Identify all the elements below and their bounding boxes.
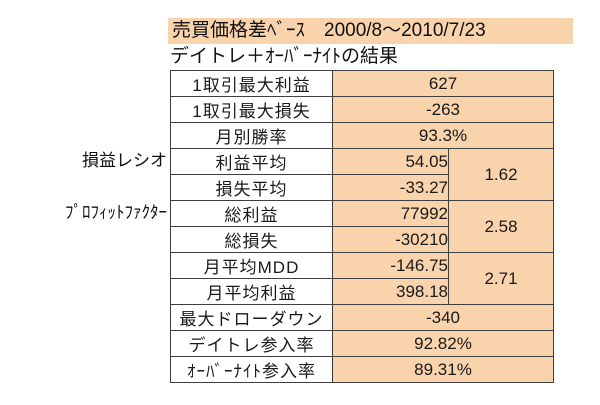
table-row: 月平均MDD -146.75 2.71	[170, 252, 554, 305]
row-label-max-trade-profit: 1取引最大利益	[170, 70, 333, 97]
row-value-max-trade-loss: -263	[332, 96, 554, 123]
table-row: 月平均利益 398.18	[170, 278, 554, 305]
table-row: ｵｰﾊﾞｰﾅｲﾄ参入率 89.31%	[170, 356, 554, 383]
results-table: 1取引最大利益 627 1取引最大損失 -263 月別勝率 93.3% 利益平均…	[170, 70, 554, 383]
table-row: 月別勝率 93.3%	[170, 122, 554, 149]
row-value-overnight-entry-rate: 89.31%	[332, 356, 554, 383]
row-label-monthly-avg-mdd: 月平均MDD	[170, 252, 333, 279]
row-label-monthly-win-rate: 月別勝率	[170, 122, 333, 149]
row-label-gross-profit: 総利益	[170, 200, 333, 227]
row-value-gross-profit: 77992	[332, 200, 449, 227]
row-value-monthly-avg-mdd: -146.75	[332, 252, 449, 279]
report-subtitle: デイトレ＋ｵｰﾊﾞｰﾅｲﾄの結果	[170, 46, 399, 67]
row-label-overnight-entry-rate: ｵｰﾊﾞｰﾅｲﾄ参入率	[170, 356, 333, 383]
row-value-max-drawdown: -340	[332, 304, 554, 331]
row-label-monthly-avg-profit: 月平均利益	[170, 278, 333, 305]
row-value-monthly-win-rate: 93.3%	[332, 122, 554, 149]
row-value-daytrade-entry-rate: 92.82%	[332, 330, 554, 357]
row-label-daytrade-entry-rate: デイトレ参入率	[170, 330, 333, 357]
row-label-max-drawdown: 最大ドローダウン	[170, 304, 333, 331]
value-mdd-ratio: 2.71	[448, 252, 554, 305]
table-row: 総利益 77992 2.58	[170, 200, 554, 253]
row-value-gross-loss: -30210	[332, 226, 449, 253]
row-value-max-trade-profit: 627	[332, 70, 554, 97]
report-title: 売買価格差ﾍﾞｰｽ 2000/8～2010/7/23	[168, 18, 573, 44]
table-row: デイトレ参入率 92.82%	[170, 330, 554, 357]
table-row: 最大ドローダウン -340	[170, 304, 554, 331]
table-row: 利益平均 54.05 1.62	[170, 148, 554, 201]
value-profit-factor: 2.58	[448, 200, 554, 253]
row-value-avg-loss: -33.27	[332, 174, 449, 201]
row-value-avg-profit: 54.05	[332, 148, 449, 175]
row-label-max-trade-loss: 1取引最大損失	[170, 96, 333, 123]
row-label-gross-loss: 総損失	[170, 226, 333, 253]
value-profit-loss-ratio: 1.62	[448, 148, 554, 201]
profit-loss-ratio-label: 損益レシオ	[82, 151, 167, 170]
table-row: 損失平均 -33.27	[170, 174, 554, 201]
row-label-avg-loss: 損失平均	[170, 174, 333, 201]
row-label-avg-profit: 利益平均	[170, 148, 333, 175]
table-row: 1取引最大利益 627	[170, 70, 554, 97]
table-row: 1取引最大損失 -263	[170, 96, 554, 123]
profit-factor-label: ﾌﾟﾛﾌｨｯﾄﾌｧｸﾀｰ	[65, 203, 167, 222]
row-value-monthly-avg-profit: 398.18	[332, 278, 449, 305]
